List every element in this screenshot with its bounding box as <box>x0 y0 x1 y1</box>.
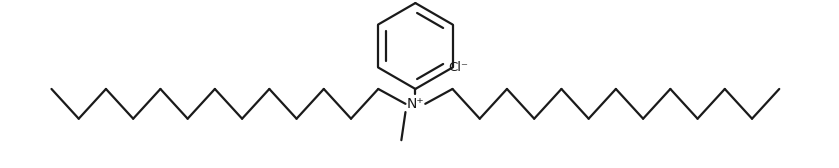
Text: Cl⁻: Cl⁻ <box>448 61 468 74</box>
Text: N⁺: N⁺ <box>407 97 425 111</box>
